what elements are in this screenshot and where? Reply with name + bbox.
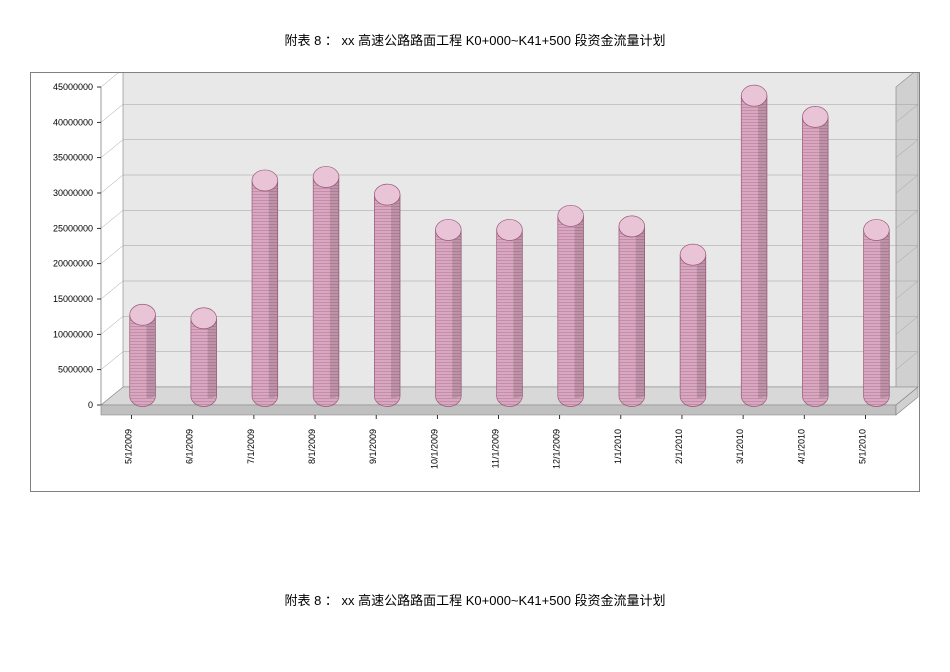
svg-text:25000000: 25000000 [53,223,93,233]
bar [558,205,584,406]
svg-text:5/1/2009: 5/1/2009 [124,429,134,464]
svg-text:6/1/2009: 6/1/2009 [185,429,195,464]
svg-text:20000000: 20000000 [53,259,93,269]
svg-text:10000000: 10000000 [53,329,93,339]
svg-text:4/1/2010: 4/1/2010 [796,429,806,464]
bar [436,219,462,406]
bar [864,219,890,406]
bar [374,184,400,406]
svg-text:8/1/2009: 8/1/2009 [307,429,317,464]
svg-text:30000000: 30000000 [53,188,93,198]
svg-text:5000000: 5000000 [58,365,93,375]
svg-text:11/1/2009: 11/1/2009 [491,429,501,468]
chart-title-bottom: 附表 8 ： xx 高速公路路面工程 K0+000~K41+500 段资金流量计… [0,590,950,609]
svg-text:45000000: 45000000 [53,82,93,92]
bar [802,106,828,406]
svg-text:3/1/2010: 3/1/2010 [735,429,745,464]
bar [313,166,339,406]
svg-text:9/1/2009: 9/1/2009 [368,429,378,464]
svg-text:35000000: 35000000 [53,153,93,163]
bar [497,219,523,406]
bar [680,244,706,406]
bar [741,85,767,406]
svg-text:2/1/2010: 2/1/2010 [674,429,684,464]
svg-text:40000000: 40000000 [53,117,93,127]
bar [191,308,217,407]
page: 附表 8 ： xx 高速公路路面工程 K0+000~K41+500 段资金流量计… [0,0,950,672]
svg-text:12/1/2009: 12/1/2009 [552,429,562,469]
svg-text:7/1/2009: 7/1/2009 [246,429,256,464]
chart-svg: 0 5000000 10000000 15000000 20000000 25000000… [31,73,919,491]
bar [130,304,156,406]
chart-frame: 0 5000000 10000000 15000000 20000000 25000000… [30,72,920,492]
svg-text:1/1/2010: 1/1/2010 [613,429,623,464]
svg-text:10/1/2009: 10/1/2009 [429,429,439,469]
chart-title-top: 附表 8 ： xx 高速公路路面工程 K0+000~K41+500 段资金流量计… [0,30,950,49]
bar [619,216,645,407]
svg-text:0: 0 [88,400,93,410]
svg-text:5/1/2010: 5/1/2010 [857,429,867,464]
bar [252,170,278,407]
svg-text:15000000: 15000000 [53,294,93,304]
